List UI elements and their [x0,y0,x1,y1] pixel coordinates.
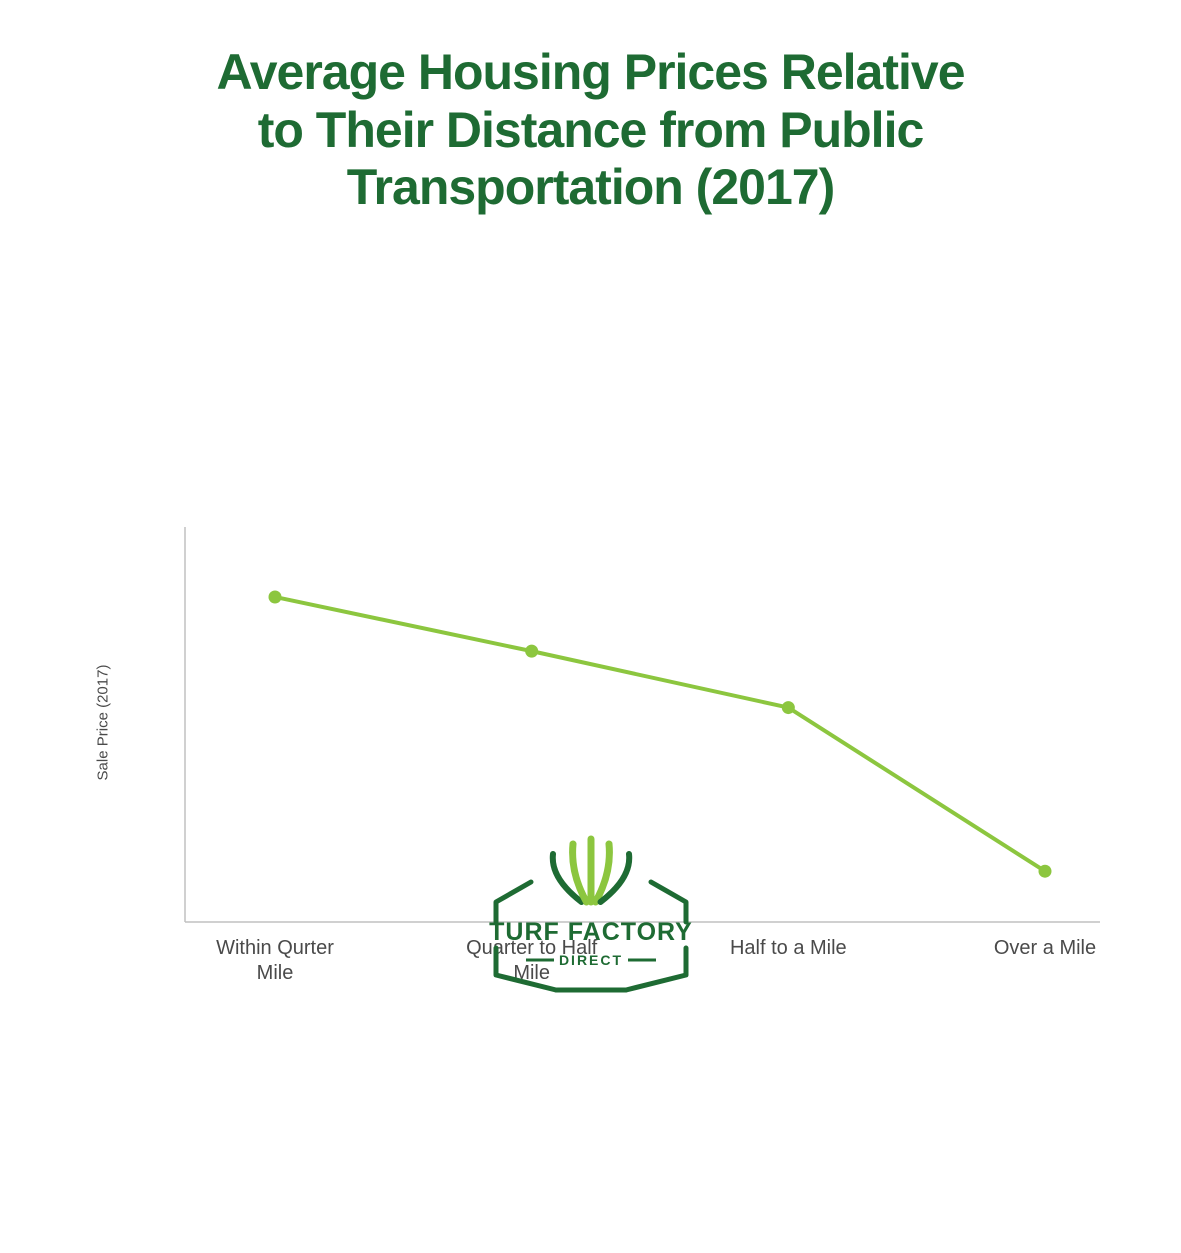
brand-logo: TURF FACTORY DIRECT [476,830,706,1000]
x-tick-label: Half to a Mile [688,936,888,961]
logo-svg: TURF FACTORY DIRECT [476,830,706,995]
chart-svg [0,217,1181,1253]
title-line-2: to Their Distance from Public [258,102,924,158]
x-tick-label: Within QurterMile [175,936,375,986]
x-tick-label: Over a Mile [945,936,1145,961]
title-line-3: Transportation (2017) [347,159,834,215]
svg-text:DIRECT: DIRECT [558,952,622,968]
title-line-1: Average Housing Prices Relative [216,44,964,100]
chart-title: Average Housing Prices Relative to Their… [0,0,1181,217]
page: Average Housing Prices Relative to Their… [0,0,1181,1036]
svg-text:TURF FACTORY: TURF FACTORY [489,918,693,946]
